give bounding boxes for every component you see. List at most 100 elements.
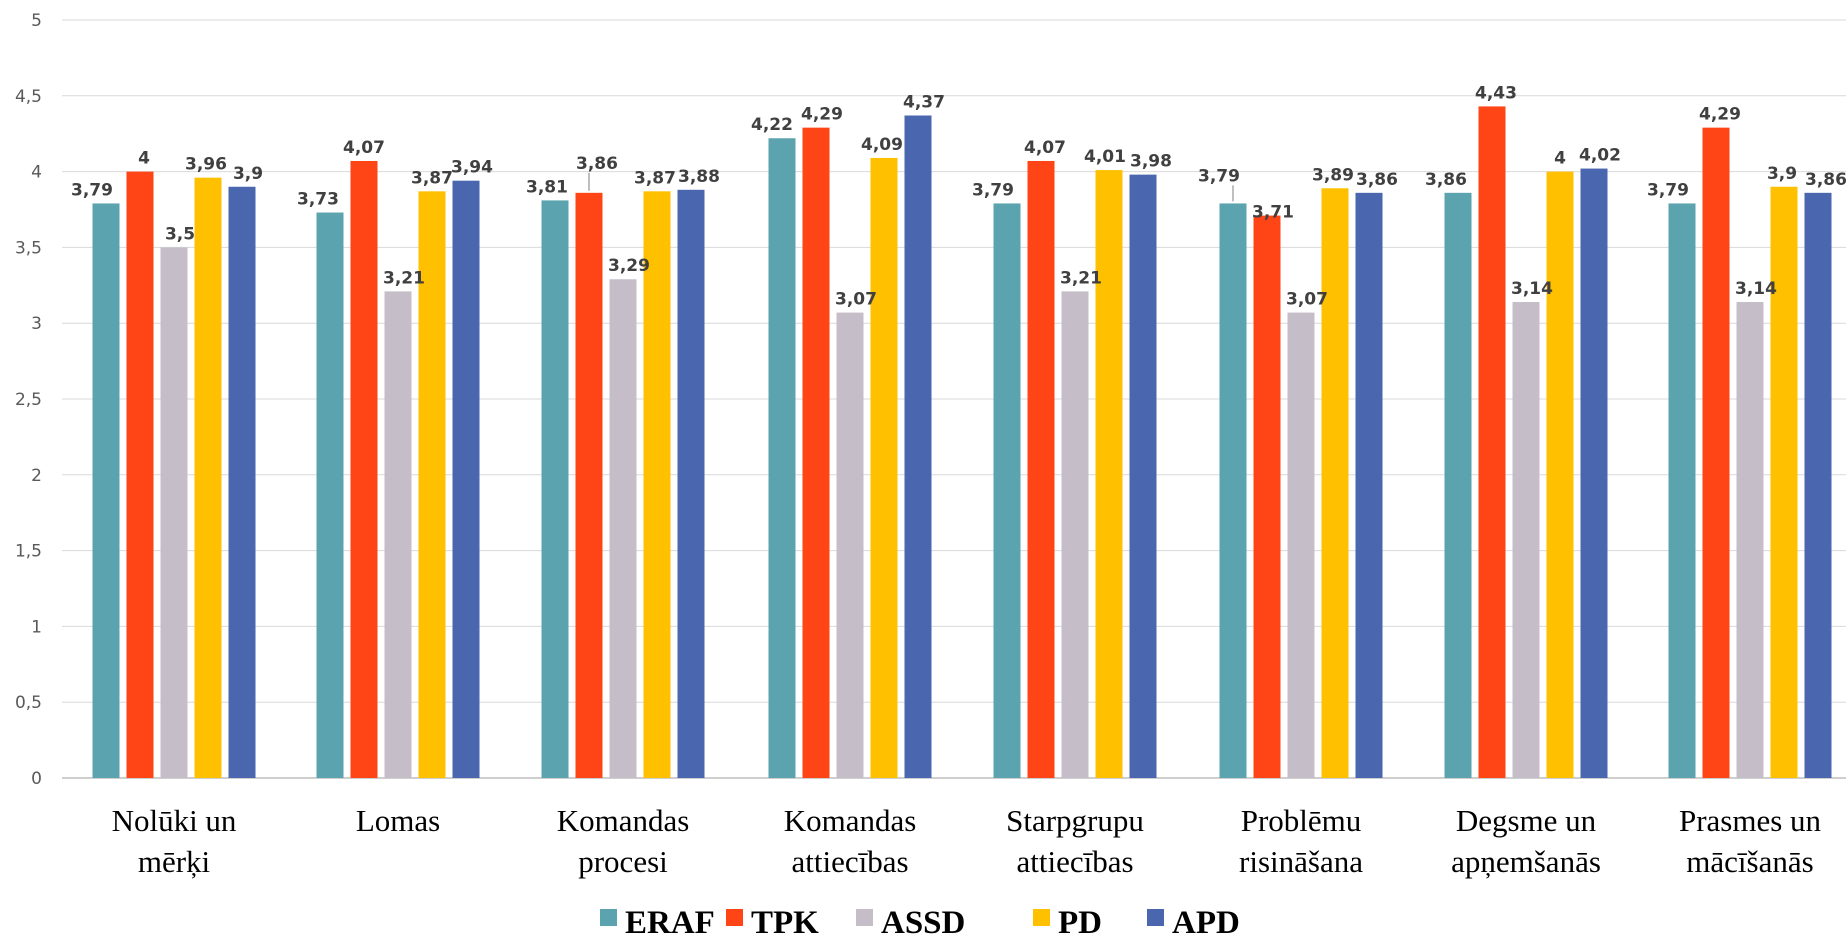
bar-pd-7 [1770,186,1798,778]
data-label: 4 [138,149,150,169]
data-label: 3,79 [1647,180,1689,200]
bar-apd-0 [228,186,256,778]
legend-swatch-assd [856,909,873,926]
legend-label-apd: APD [1172,905,1240,938]
bar-apd-2 [677,189,705,779]
bar-assd-6 [1512,301,1540,778]
y-tick-label: 3,5 [15,238,42,258]
bar-tpk-1 [350,160,378,778]
bar-pd-5 [1321,188,1349,778]
data-label: 3,21 [383,268,425,288]
category-label: Problēmu [1241,803,1362,838]
data-label: 3,86 [1425,170,1467,190]
category-label: mācīšanās [1686,844,1813,879]
y-tick-label: 5 [31,11,42,31]
data-label: 4,43 [1475,83,1517,103]
bar-pd-3 [870,157,898,778]
legend-swatch-apd [1147,909,1164,926]
bar-eraf-7 [1668,203,1696,778]
data-label: 3,86 [1805,170,1846,190]
bar-eraf-6 [1444,192,1472,779]
bar-tpk-7 [1702,127,1730,779]
y-tick-label: 3 [31,314,42,334]
category-label: Degsme un [1456,803,1597,838]
legend-swatch-eraf [600,909,617,926]
bar-assd-5 [1287,312,1315,778]
bar-eraf-2 [541,200,569,779]
y-tick-label: 4,5 [15,87,42,107]
legend: ERAF TPK ASSD PD APD [600,905,1240,938]
bar-eraf-0 [92,203,120,778]
y-tick-label: 1 [31,617,42,637]
bar-assd-4 [1061,291,1089,778]
data-label: 3,73 [297,190,339,210]
data-label: 3,71 [1252,203,1294,223]
category-label: Prasmes un [1679,803,1822,838]
category-label: apņemšanās [1451,844,1601,879]
data-label: 4,01 [1084,147,1126,167]
data-label: 3,89 [1312,165,1354,185]
bar-eraf-1 [316,212,344,779]
bar-tpk-4 [1027,160,1055,778]
y-axis-tick-labels: 0 0,5 1 1,5 2 2,5 3 3,5 4 4,5 5 [15,11,42,789]
data-label: 3,81 [526,177,568,197]
y-tick-label: 2,5 [15,390,42,410]
data-label: 4,07 [343,138,385,158]
category-label: Komandas [557,803,690,838]
bar-tpk-2 [575,192,603,779]
category-label: Lomas [356,803,440,838]
data-label: 3,87 [634,168,676,188]
category-label: attiecības [791,844,908,879]
data-label: 3,79 [71,180,113,200]
bar-assd-7 [1736,301,1764,778]
bar-assd-2 [609,279,637,778]
bar-pd-6 [1546,171,1574,779]
data-label: 3,86 [576,154,618,174]
category-label: mērķi [138,844,211,879]
legend-label-assd: ASSD [881,905,965,938]
bar-tpk-5 [1253,215,1281,779]
data-label: 4,07 [1024,138,1066,158]
y-tick-label: 1,5 [15,542,42,562]
data-label: 4,29 [801,105,843,125]
bar-tpk-6 [1478,106,1506,779]
data-label: 3,29 [608,256,650,276]
legend-label-pd: PD [1058,905,1102,938]
data-label: 3,79 [1198,166,1240,186]
data-label: 3,87 [411,168,453,188]
data-label: 3,07 [1286,290,1328,310]
data-label: 3,94 [451,158,493,178]
bar-eraf-3 [768,138,796,779]
y-tick-label: 0 [31,769,42,789]
bar-apd-3 [904,115,932,779]
data-label: 3,14 [1735,279,1777,299]
legend-label-tpk: TPK [751,905,819,938]
legend-label-eraf: ERAF [625,905,715,938]
data-label: 4,22 [751,115,793,135]
bars [92,106,1832,779]
data-label: 3,98 [1130,152,1172,172]
data-label: 3,88 [678,167,720,187]
category-label: Starpgrupu [1006,803,1144,838]
data-label: 4,09 [861,135,903,155]
bar-apd-1 [452,180,480,779]
bar-assd-3 [836,312,864,778]
legend-swatch-tpk [726,909,743,926]
data-label: 4,37 [903,93,945,113]
bar-assd-1 [384,291,412,778]
bar-apd-6 [1580,168,1608,778]
bar-pd-1 [418,191,446,779]
y-tick-label: 4 [31,163,42,183]
category-label: Komandas [784,803,917,838]
legend-swatch-pd [1033,909,1050,926]
data-label: 3,14 [1511,279,1553,299]
data-label: 3,9 [233,164,263,184]
data-label: 3,96 [185,155,227,175]
bar-pd-0 [194,177,222,778]
bar-pd-4 [1095,170,1123,779]
y-tick-label: 0,5 [15,693,42,713]
data-label: 4,29 [1699,105,1741,125]
bar-apd-7 [1804,192,1832,779]
